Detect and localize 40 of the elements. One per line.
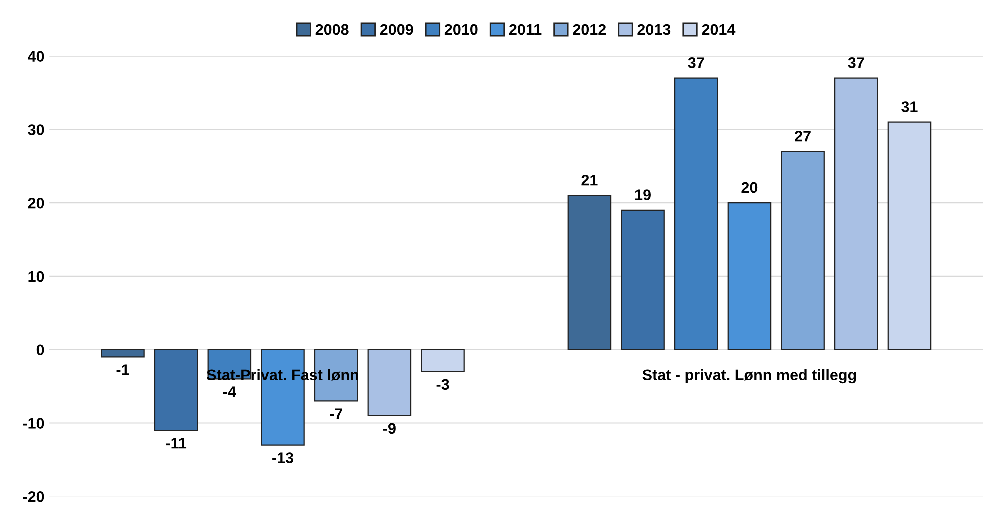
bar [101,349,145,358]
legend-label: 2010 [444,24,478,36]
legend-label: 2014 [702,24,736,36]
legend-label: 2011 [509,24,542,36]
x-tick-label: Stat - privat. Lønn med tillegg [642,369,856,384]
bar [368,349,412,416]
y-tick-label: 20 [28,198,44,209]
bar [888,122,932,350]
data-label: 37 [848,58,864,68]
data-label: -4 [223,386,236,398]
legend-label: 2012 [573,24,606,36]
bar [674,78,718,350]
data-label: 37 [688,58,704,68]
y-tick-label: 0 [36,344,44,356]
y-tick-label: 30 [28,124,44,136]
bar [728,202,772,350]
bar [621,210,665,350]
data-label: -11 [166,438,187,449]
bar [834,78,878,350]
data-label: 21 [582,174,598,186]
data-label: 27 [795,130,811,142]
bar [568,195,612,350]
bar [154,349,198,432]
data-label: -1 [116,364,130,376]
data-label: -13 [272,452,294,464]
data-label: -9 [383,423,396,434]
y-tick-label: -10 [23,418,44,429]
bar [421,349,465,372]
legend-label: 2008 [316,24,349,36]
data-label: -7 [330,408,342,420]
y-tick-label: 40 [28,51,44,62]
bar [781,151,825,350]
data-label: 20 [742,182,758,194]
legend-label: 2013 [638,24,671,36]
legend-label: 2009 [380,24,414,36]
y-tick-label: -20 [23,492,44,502]
data-label: 19 [636,190,651,200]
data-label: -3 [436,379,450,390]
data-label: 31 [902,102,918,112]
y-tick-label: 10 [28,271,44,282]
